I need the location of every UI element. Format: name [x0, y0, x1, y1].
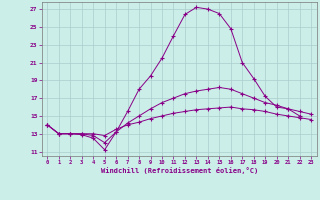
X-axis label: Windchill (Refroidissement éolien,°C): Windchill (Refroidissement éolien,°C) — [100, 167, 258, 174]
